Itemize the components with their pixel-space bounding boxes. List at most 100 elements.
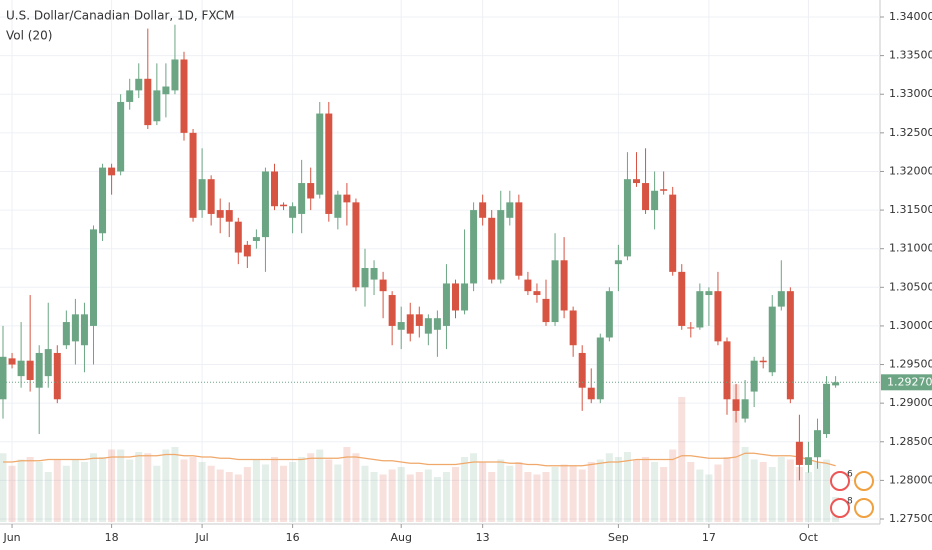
- grid: [0, 0, 880, 524]
- candle-body: [17, 360, 25, 377]
- volume-bar: [71, 459, 79, 522]
- volume-bar: [723, 457, 731, 522]
- candle-body: [777, 291, 785, 307]
- volume-bar: [470, 453, 478, 522]
- candle-body: [8, 358, 16, 365]
- candle-body: [488, 217, 496, 280]
- candle-body: [741, 399, 749, 419]
- candles: [0, 24, 840, 481]
- volume-bar: [280, 465, 288, 522]
- candle-body: [804, 457, 812, 465]
- candle-body: [289, 206, 297, 218]
- candle-body: [271, 171, 278, 207]
- candle-body: [80, 314, 88, 346]
- event-flag: [854, 471, 874, 491]
- volume-bar: [560, 464, 568, 522]
- candle-body: [406, 314, 414, 334]
- candle-body: [814, 430, 821, 458]
- volume-bar: [759, 462, 767, 522]
- x-tick-label: 18: [105, 531, 119, 544]
- volume-bar: [488, 472, 496, 522]
- candle-body: [162, 86, 170, 95]
- candle-body: [144, 78, 152, 126]
- candle-body: [714, 291, 722, 342]
- candle-body: [614, 260, 622, 265]
- volume-bar: [542, 472, 550, 522]
- volume-bar: [750, 459, 758, 522]
- candle-body: [605, 291, 613, 338]
- candle-body: [108, 167, 116, 176]
- candle-body: [53, 352, 61, 400]
- volume-bar: [795, 467, 803, 522]
- y-tick-label: 1.28000: [889, 473, 932, 486]
- event-flag: [830, 471, 850, 491]
- volume-bar: [234, 474, 242, 522]
- volume-bar: [569, 465, 577, 522]
- volume-bar: [732, 384, 740, 522]
- candle-body: [578, 352, 586, 388]
- candle-body: [470, 210, 478, 284]
- volume-bar: [343, 447, 351, 522]
- volume-bar: [696, 469, 704, 522]
- volume-bar: [271, 457, 278, 522]
- volume-bar: [397, 467, 405, 522]
- axes: 1.27500 1.28000 1.28500 1.29000 1.29500 1.300…: [0, 10, 932, 544]
- candle-body: [723, 341, 731, 400]
- volume-bar: [524, 472, 532, 522]
- candle-body: [35, 352, 43, 388]
- event-count: 6: [847, 470, 853, 480]
- volume-bar: [80, 462, 88, 522]
- volume-bar: [334, 464, 342, 522]
- y-tick-label: 1.32500: [889, 126, 932, 139]
- y-tick-label: 1.31000: [889, 242, 932, 255]
- candle-body: [252, 237, 260, 241]
- candle-body: [732, 399, 740, 411]
- x-tick-label: Jul: [194, 531, 208, 544]
- candle-body: [642, 183, 650, 211]
- volume-bar: [135, 452, 143, 522]
- candle-body: [452, 283, 459, 311]
- candle-body: [171, 59, 179, 91]
- candle-body: [117, 101, 125, 172]
- volume-bar: [415, 472, 423, 522]
- volume-bar: [424, 469, 432, 522]
- volume-bar: [777, 457, 785, 522]
- candle-body: [433, 318, 441, 330]
- y-tick-label: 1.32000: [889, 164, 932, 177]
- candle-body: [633, 179, 640, 184]
- volume-bar: [714, 464, 722, 522]
- volume-bar: [452, 467, 459, 522]
- volume-bar: [814, 462, 821, 522]
- candle-body: [325, 113, 333, 214]
- volume-bar: [144, 453, 152, 522]
- candle-body: [216, 210, 224, 218]
- volume-bar: [171, 447, 179, 522]
- volume-bar: [361, 465, 369, 522]
- volume-bar: [741, 447, 749, 522]
- candle-body: [307, 183, 315, 199]
- volume-bar: [153, 465, 161, 522]
- x-tick-label: Sep: [608, 531, 629, 544]
- candle-body: [823, 383, 831, 435]
- x-tick-label: Jun: [2, 531, 20, 544]
- event-count: 8: [847, 497, 853, 507]
- volume-bar: [35, 462, 43, 522]
- candle-body: [768, 306, 776, 373]
- candle-body: [669, 194, 677, 272]
- candle-body: [388, 295, 396, 326]
- candle-body: [542, 298, 550, 323]
- candle-body: [234, 221, 242, 253]
- volume-bar: [587, 462, 595, 522]
- volume-bar: [325, 459, 333, 522]
- y-tick-label: 1.27500: [889, 512, 932, 525]
- candle-body: [515, 202, 523, 276]
- volume-bar: [804, 472, 812, 522]
- candle-body: [280, 204, 288, 207]
- y-tick-label: 1.33500: [889, 49, 932, 62]
- event-flag: [830, 498, 850, 518]
- candle-body: [795, 441, 803, 465]
- candle-body: [361, 268, 369, 288]
- last-price-box: [881, 374, 932, 391]
- volume-bar: [605, 453, 613, 522]
- volume-label: Vol (20): [6, 29, 52, 43]
